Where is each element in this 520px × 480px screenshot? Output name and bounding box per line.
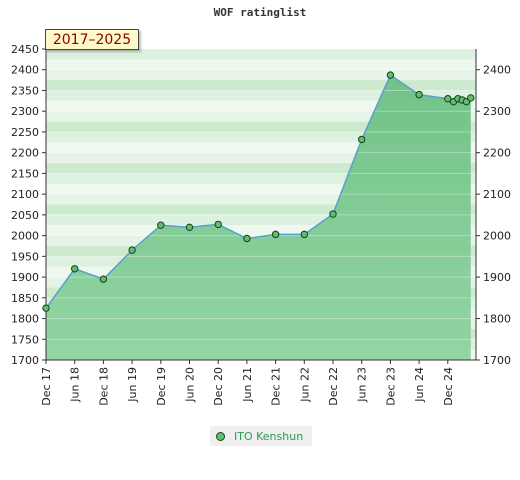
- left-tick-label: 1750: [11, 333, 39, 346]
- background-band: [46, 225, 476, 236]
- data-point: [358, 135, 366, 144]
- left-tick-label: 2400: [11, 64, 39, 77]
- background-band: [46, 173, 476, 184]
- right-tick-label: 2300: [483, 105, 511, 118]
- x-tick-label: Dec 20: [212, 367, 225, 406]
- data-point: [444, 95, 452, 103]
- right-tick-label: 2000: [483, 230, 511, 243]
- background-band: [46, 90, 476, 101]
- data-point: [157, 221, 165, 229]
- left-tick-label: 1900: [11, 271, 39, 284]
- left-tick-label: 2450: [11, 43, 39, 56]
- data-point: [71, 265, 79, 273]
- data-point: [386, 71, 395, 79]
- background-band: [46, 49, 476, 60]
- left-y-axis-ticks: 1700 1750 1800 1850 1900 1950 2000 2050 2100 2150…: [11, 43, 46, 367]
- left-tick-label: 1800: [11, 313, 39, 326]
- x-tick-label: Jun 23: [356, 367, 369, 403]
- data-point: [300, 230, 308, 239]
- left-tick-label: 2000: [11, 230, 39, 243]
- background-band: [46, 69, 476, 81]
- background-band: [46, 100, 476, 112]
- background-band: [46, 59, 476, 70]
- background-band: [46, 183, 476, 195]
- left-tick-label: 2300: [11, 105, 39, 118]
- x-tick-label: Jun 21: [241, 367, 254, 403]
- data-point: [415, 90, 423, 99]
- x-tick-label: Jun 24: [413, 367, 426, 403]
- x-tick-label: Jun 22: [298, 367, 311, 403]
- left-tick-label: 2250: [11, 126, 39, 139]
- left-tick-label: 2050: [11, 209, 39, 222]
- background-band: [46, 152, 476, 164]
- right-tick-label: 2400: [483, 64, 511, 77]
- background-band: [46, 163, 476, 174]
- period-badge: 2017–2025: [45, 29, 139, 50]
- legend-label: ITO Kenshun: [234, 429, 304, 443]
- left-tick-label: 2150: [11, 167, 39, 180]
- background-band: [46, 111, 476, 122]
- data-point: [243, 234, 251, 243]
- data-points-layer: [42, 71, 475, 312]
- background-band: [46, 121, 476, 132]
- background-band: [46, 80, 476, 91]
- background-band: [46, 142, 476, 153]
- left-tick-label: 1950: [11, 250, 39, 263]
- data-point: [185, 223, 194, 232]
- x-tick-label: Dec 23: [384, 367, 397, 406]
- x-tick-label: Dec 21: [270, 367, 283, 406]
- data-point: [42, 304, 50, 312]
- right-tick-label: 2200: [483, 147, 511, 160]
- right-tick-label: 1700: [483, 354, 511, 367]
- x-tick-label: Dec 18: [97, 367, 110, 406]
- x-tick-label: Jun 19: [126, 367, 139, 403]
- series-area-fill: [46, 75, 471, 361]
- x-tick-label: Jun 18: [69, 367, 82, 403]
- x-axis-ticks: Dec 17 Jun 18 Dec 18 Jun 19 Dec 19 Jun 20 Dec …: [40, 360, 455, 406]
- legend[interactable]: ITO Kenshun: [210, 426, 312, 446]
- data-point: [128, 246, 136, 254]
- data-point: [467, 94, 475, 102]
- data-point: [271, 230, 280, 239]
- data-point: [214, 220, 222, 229]
- left-tick-label: 2100: [11, 188, 39, 201]
- right-tick-label: 2100: [483, 188, 511, 201]
- x-tick-label: Dec 22: [327, 367, 340, 406]
- right-y-axis-ticks: 1700 1800 1900 2000 2100 2200 2300 2400: [476, 64, 511, 367]
- background-band: [46, 194, 476, 205]
- left-tick-label: 1700: [11, 354, 39, 367]
- x-tick-label: Dec 17: [40, 367, 53, 406]
- background-band: [46, 214, 476, 226]
- x-tick-label: Jun 20: [184, 367, 197, 403]
- left-tick-label: 1850: [11, 292, 39, 305]
- background-band: [46, 204, 476, 215]
- x-tick-label: Dec 19: [155, 367, 168, 406]
- legend-marker-icon: [216, 431, 225, 441]
- background-band: [46, 131, 476, 143]
- left-tick-label: 2200: [11, 147, 39, 160]
- x-tick-label: Dec 24: [442, 367, 455, 406]
- right-tick-label: 1800: [483, 313, 511, 326]
- right-tick-label: 1900: [483, 271, 511, 284]
- data-point: [99, 275, 108, 283]
- left-tick-label: 2350: [11, 84, 39, 97]
- data-point: [329, 210, 337, 218]
- chart-title: WOF ratinglist: [213, 6, 307, 19]
